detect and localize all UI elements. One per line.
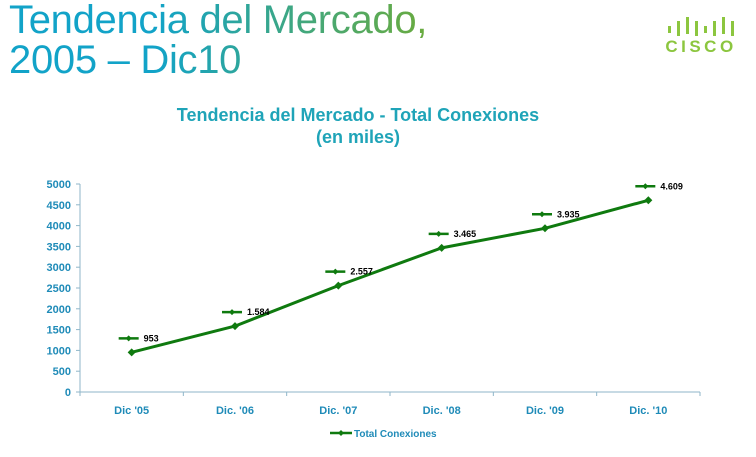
legend-key-marker	[338, 430, 344, 436]
y-axis: 0 500 1000 1500 2000 2500 3000 3500 4000 4500 5000	[47, 179, 81, 399]
chart-title-line2: (en miles)	[315, 127, 401, 147]
y-tick-label: 1500	[47, 325, 71, 337]
x-tick-label: Dic. '10	[629, 405, 667, 417]
data-point-marker	[437, 243, 446, 252]
data-point-marker	[127, 348, 136, 357]
x-tick-label: Dic. '07	[319, 405, 357, 417]
data-label: 2.557	[350, 267, 373, 277]
data-point-marker	[231, 322, 239, 331]
data-label: 1.584	[247, 307, 270, 317]
series-line	[131, 198, 649, 354]
y-tick-label: 3000	[47, 262, 71, 274]
series-total-conexiones: 953 1.584 2.557 3.465 3.935 4.609	[118, 181, 683, 357]
y-tick-label: 2000	[47, 304, 71, 316]
y-tick-label: 500	[53, 366, 71, 378]
legend-label: Total Conexiones	[354, 429, 437, 440]
data-label-key-marker	[125, 335, 132, 342]
x-tick-label: Dic. '06	[216, 405, 254, 417]
y-tick-label: 0	[65, 387, 71, 399]
data-label: 953	[144, 333, 159, 343]
data-point-marker	[541, 224, 549, 233]
y-tick-label: 2500	[47, 283, 71, 295]
data-label-key-marker	[435, 230, 442, 237]
y-tick-label: 1000	[47, 345, 71, 357]
data-label-key-marker	[332, 268, 339, 275]
legend: Total Conexiones	[330, 429, 437, 440]
y-tick-label: 4000	[47, 221, 71, 233]
data-label-key-marker	[229, 309, 235, 316]
data-point-marker	[644, 196, 653, 205]
cisco-bars-icon	[668, 17, 734, 36]
y-tick-label: 4500	[47, 200, 71, 212]
data-label: 3.465	[454, 229, 477, 239]
x-axis: Dic '05 Dic. '06 Dic. '07 Dic. '08 Dic. '09 D…	[79, 391, 701, 417]
data-label-key-marker	[642, 183, 649, 190]
cisco-logo-text: CISCO	[665, 37, 737, 56]
data-label: 4.609	[660, 181, 683, 191]
y-tick-label: 3500	[47, 241, 71, 253]
x-tick-label: Dic '05	[114, 405, 149, 417]
data-label-key-marker	[539, 211, 545, 218]
x-tick-label: Dic. '08	[423, 405, 461, 417]
y-tick-label: 5000	[47, 179, 71, 191]
x-tick-label: Dic. '09	[526, 405, 564, 417]
chart-title-line1: Tendencia del Mercado - Total Conexiones	[176, 105, 540, 125]
chart-title: Tendencia del Mercado - Total Conexiones…	[0, 104, 716, 148]
data-label: 3.935	[557, 209, 580, 219]
cisco-logo: CISCO	[662, 14, 740, 58]
data-point-marker	[334, 281, 343, 290]
